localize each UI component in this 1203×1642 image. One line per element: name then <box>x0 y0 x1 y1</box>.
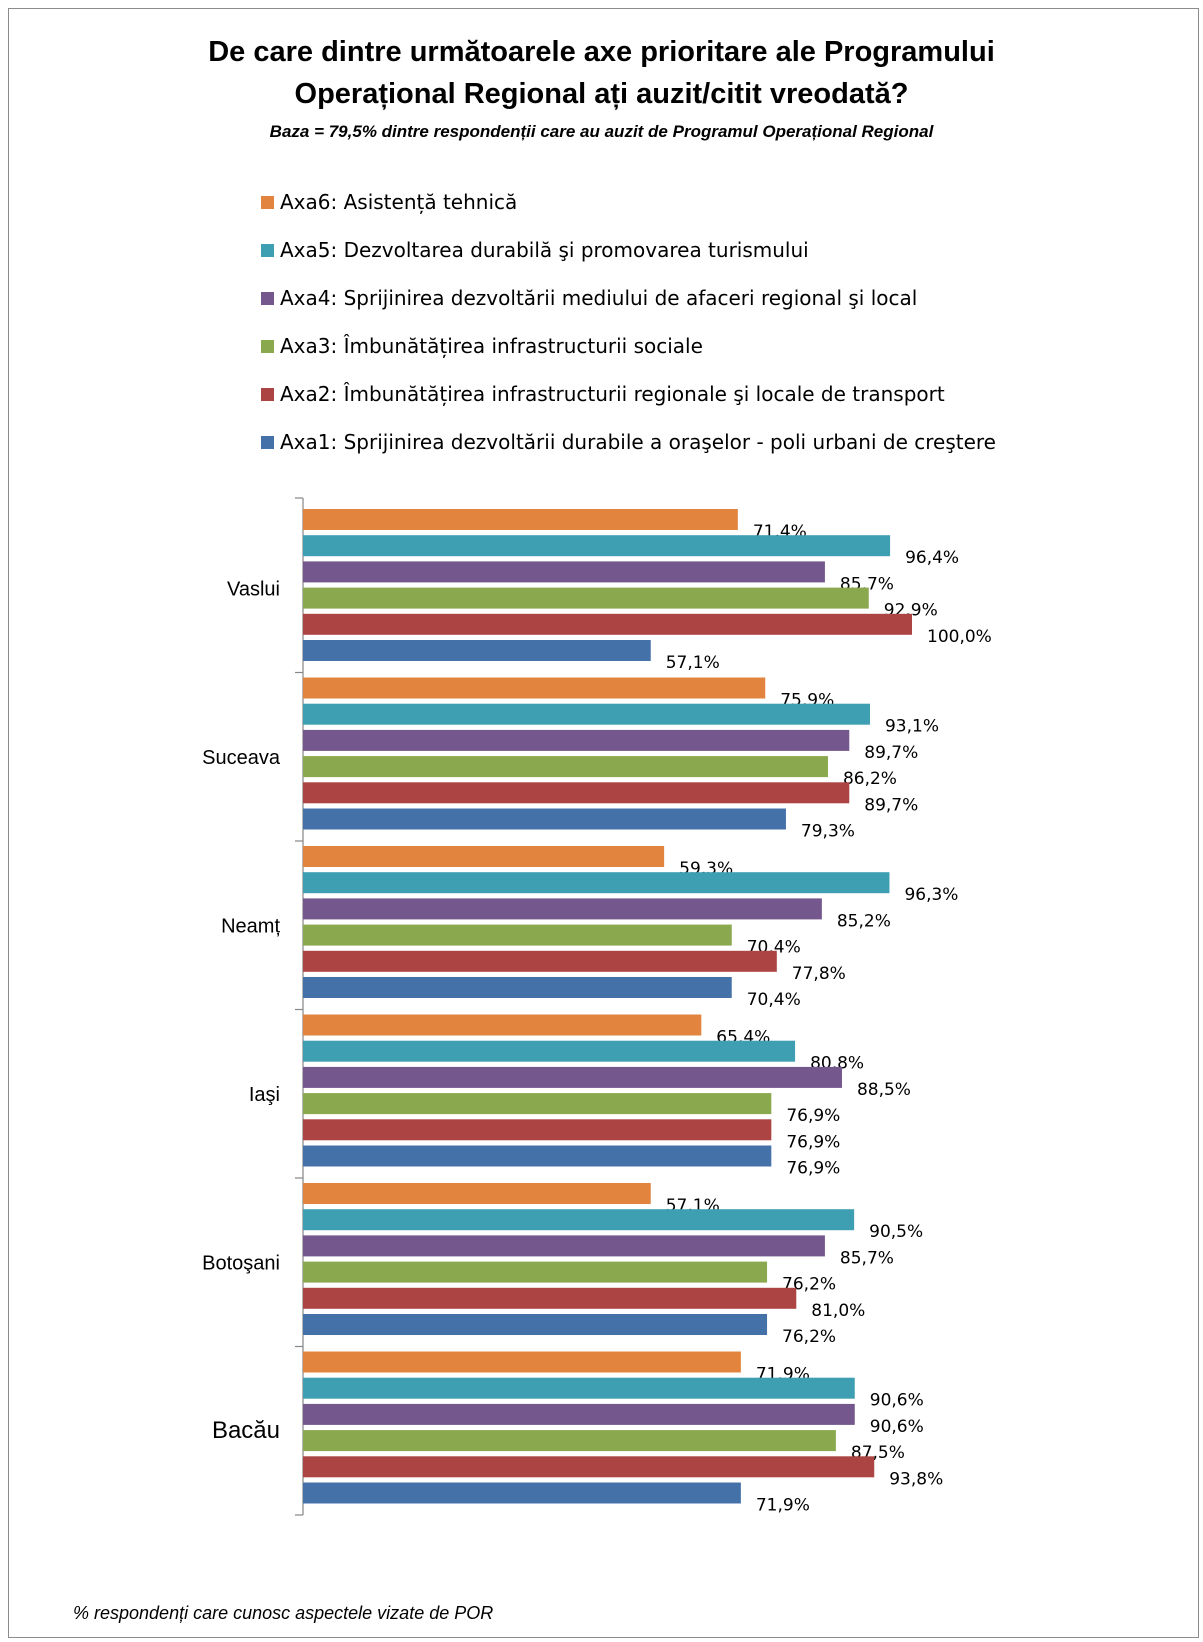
bar <box>303 846 665 867</box>
bar <box>303 613 912 635</box>
bar <box>303 977 732 998</box>
chart-subtitle: Baza = 79,5% dintre respondenții care au… <box>269 122 934 141</box>
legend-label: Axa2: Îmbunătățirea infrastructurii regi… <box>280 382 945 406</box>
bar <box>303 1119 772 1141</box>
data-label: 93,8% <box>889 1469 943 1489</box>
bar <box>303 1287 797 1309</box>
data-label: 90,6% <box>870 1417 924 1437</box>
legend-item: Axa4: Sprijinirea dezvoltării mediului d… <box>261 286 917 310</box>
category-label: Neamț <box>221 915 280 937</box>
bar <box>303 1377 855 1399</box>
bar <box>303 1066 842 1088</box>
data-label: 90,5% <box>869 1222 923 1242</box>
data-label: 79,3% <box>801 822 855 842</box>
legend-label: Axa5: Dezvoltarea durabilă şi promovarea… <box>280 238 809 262</box>
data-label: 77,8% <box>792 964 846 984</box>
bar <box>303 509 738 530</box>
data-label: 85,2% <box>837 911 891 931</box>
chart-title-line-1: De care dintre următoarele axe prioritar… <box>208 36 995 68</box>
data-label: 57,1% <box>666 653 720 673</box>
bar <box>303 1209 855 1231</box>
bar <box>303 1351 741 1373</box>
bar <box>303 1403 855 1425</box>
data-label: 96,3% <box>904 885 958 905</box>
category-label: Botoşani <box>202 1252 280 1274</box>
category-label: Bacău <box>212 1417 280 1444</box>
bar <box>303 782 850 804</box>
bar <box>303 808 786 830</box>
legend-swatch <box>261 243 274 257</box>
bar <box>303 729 850 751</box>
bar <box>303 1093 772 1115</box>
bar <box>303 640 651 661</box>
legend-item: Axa3: Îmbunătățirea infrastructurii soci… <box>261 334 703 358</box>
data-label: 76,9% <box>786 1132 840 1152</box>
bar <box>303 561 825 583</box>
legend-swatch <box>261 339 274 353</box>
category-label: Vaslui <box>227 578 280 600</box>
data-label: 89,7% <box>864 795 918 815</box>
data-label: 81,0% <box>811 1301 865 1321</box>
data-label: 70,4% <box>747 990 801 1010</box>
data-label: 86,2% <box>843 769 897 789</box>
bar <box>303 898 822 920</box>
data-label: 93,1% <box>885 717 939 737</box>
data-label: 88,5% <box>857 1080 911 1100</box>
bar <box>303 872 890 894</box>
category-label: Iaşi <box>249 1084 280 1106</box>
bar <box>303 677 766 699</box>
legend-item: Axa5: Dezvoltarea durabilă şi promovarea… <box>261 238 809 262</box>
legend-swatch <box>261 387 274 401</box>
legend-item: Axa2: Îmbunătățirea infrastructurii regi… <box>261 382 945 406</box>
bar <box>303 756 828 778</box>
legend-swatch <box>261 195 274 209</box>
data-label: 89,7% <box>864 743 918 763</box>
legend-swatch <box>261 435 274 449</box>
data-label: 85,7% <box>840 1248 894 1268</box>
bar <box>303 924 732 946</box>
legend-item: Axa1: Sprijinirea dezvoltării durabile a… <box>261 430 996 454</box>
bar <box>303 1314 768 1335</box>
data-label: 100,0% <box>927 627 992 647</box>
legend-label: Axa3: Îmbunătățirea infrastructurii soci… <box>280 334 703 358</box>
data-label: 76,9% <box>786 1106 840 1126</box>
legend-item: Axa6: Asistență tehnică <box>261 190 517 214</box>
bar <box>303 535 891 557</box>
data-label: 90,6% <box>870 1391 924 1411</box>
legend-label: Axa1: Sprijinirea dezvoltării durabile a… <box>280 430 996 454</box>
bar <box>303 587 869 609</box>
footer-note: % respondenți care cunosc aspectele viza… <box>73 1603 494 1623</box>
bar <box>303 1261 768 1283</box>
category-label: Suceava <box>202 747 281 769</box>
bar <box>303 1482 741 1504</box>
bar <box>303 1014 702 1036</box>
legend-swatch <box>261 291 274 305</box>
bar <box>303 950 777 972</box>
data-label: 76,9% <box>786 1159 840 1179</box>
legend-label: Axa4: Sprijinirea dezvoltării mediului d… <box>280 286 918 310</box>
bar <box>303 1040 796 1062</box>
data-label: 96,4% <box>905 548 959 568</box>
legend-label: Axa6: Asistență tehnică <box>280 190 518 214</box>
chart-title-line-2: Operațional Regional ați auzit/citit vre… <box>294 78 909 110</box>
bar <box>303 1430 836 1452</box>
data-label: 76,2% <box>782 1327 836 1347</box>
bar <box>303 1145 772 1167</box>
bar <box>303 1456 875 1478</box>
bar <box>303 1235 825 1257</box>
data-label: 71,9% <box>756 1496 810 1516</box>
bar <box>303 703 870 725</box>
bar <box>303 1183 651 1204</box>
